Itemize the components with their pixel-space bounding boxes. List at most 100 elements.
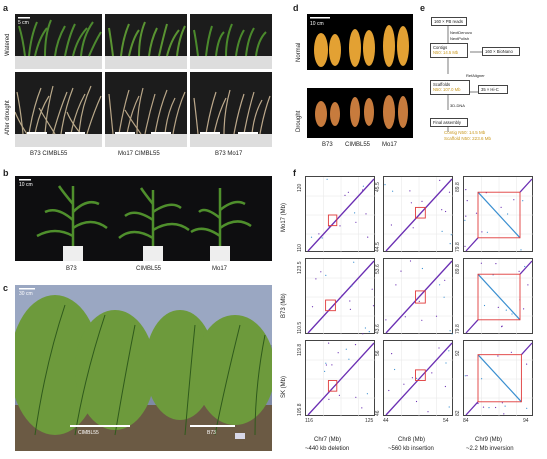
noise-dot bbox=[325, 362, 327, 364]
noise-dot bbox=[526, 407, 528, 409]
alignment-line bbox=[385, 342, 453, 416]
x-tick-right: 54 bbox=[443, 418, 449, 424]
noise-dot bbox=[354, 212, 356, 214]
noise-dot bbox=[328, 342, 330, 344]
scale-c: 30 cm bbox=[19, 291, 33, 297]
noise-dot bbox=[466, 200, 468, 202]
noise-dot bbox=[355, 396, 357, 398]
noise-dot bbox=[368, 331, 370, 333]
noise-dot bbox=[475, 212, 478, 214]
fc-nextpolish: NextPolish bbox=[450, 36, 470, 41]
noise-dot bbox=[324, 370, 326, 372]
y-tick-top: 45.5 bbox=[375, 182, 381, 192]
noise-dot bbox=[331, 364, 333, 366]
noise-dot bbox=[477, 402, 479, 405]
noise-dot bbox=[504, 405, 506, 407]
fc-scaffolds-n50: N50: 107.0 Mb bbox=[433, 87, 461, 92]
label-d-b73: B73 bbox=[322, 142, 333, 148]
noise-dot bbox=[328, 226, 330, 228]
noise-dot bbox=[486, 231, 488, 233]
noise-dot bbox=[448, 350, 450, 352]
noise-dot bbox=[482, 406, 485, 408]
noise-dot bbox=[411, 377, 413, 379]
noise-dot bbox=[391, 353, 393, 355]
f-row-label-sk: SK (Mb) bbox=[281, 375, 287, 398]
noise-dot bbox=[366, 393, 368, 395]
noise-dot bbox=[465, 189, 467, 191]
noise-dot bbox=[339, 225, 341, 227]
highlight-box bbox=[477, 273, 521, 321]
fc-pb-reads: 160 × PB reads bbox=[431, 17, 467, 26]
row-label-after-drought: After drought bbox=[5, 100, 11, 135]
alignment-line bbox=[465, 178, 533, 252]
noise-dot bbox=[325, 364, 327, 366]
y-tick-top: 92 bbox=[455, 350, 461, 356]
noise-dot bbox=[524, 265, 526, 268]
noise-dot bbox=[409, 260, 412, 262]
dot-plot-r2-c1 bbox=[383, 340, 454, 417]
noise-dot bbox=[367, 236, 369, 238]
panel-label-c: c bbox=[3, 283, 9, 293]
noise-dot bbox=[404, 316, 406, 318]
fc-hic: 35 × Hi-C bbox=[478, 85, 508, 94]
highlight-box bbox=[477, 191, 521, 239]
highlight-box bbox=[415, 369, 426, 381]
label-b-b73: B73 bbox=[66, 266, 77, 272]
f-col-event-chr9: ~2.2 Mb inversion bbox=[466, 446, 514, 452]
noise-dot bbox=[451, 333, 453, 335]
highlight-box bbox=[415, 290, 426, 304]
inversion-line bbox=[477, 273, 521, 321]
noise-dot bbox=[443, 296, 445, 298]
noise-dot bbox=[464, 219, 466, 221]
noise-dot bbox=[495, 406, 497, 409]
noise-dot bbox=[441, 209, 443, 211]
noise-dot bbox=[412, 227, 414, 229]
panel-label-d: d bbox=[293, 3, 299, 13]
noise-dot bbox=[518, 270, 520, 272]
y-tick-bottom: 79.8 bbox=[455, 242, 461, 252]
noise-dot bbox=[320, 271, 322, 273]
noise-dot bbox=[362, 185, 364, 187]
fc-3d-dna: 3D-DNA bbox=[450, 103, 465, 108]
noise-dot bbox=[390, 224, 392, 226]
noise-dot bbox=[438, 347, 440, 349]
y-tick-bottom: 43.6 bbox=[375, 324, 381, 334]
fc-contigs-n50: N50: 14.5 Mb bbox=[433, 50, 459, 55]
y-tick-top: 89.8 bbox=[455, 182, 461, 192]
noise-dot bbox=[385, 319, 387, 321]
noise-dot bbox=[449, 330, 451, 332]
noise-dot bbox=[448, 191, 451, 193]
fc-scaffolds-title: Scaffolds bbox=[433, 82, 451, 87]
noise-dot bbox=[361, 407, 363, 409]
f-row-label-mo17: Mo17 (Mb) bbox=[281, 202, 287, 232]
dot-plot-r2-c0 bbox=[305, 340, 376, 417]
dot-plot-r0-c1 bbox=[383, 176, 454, 253]
alignment-line bbox=[465, 342, 533, 416]
noise-dot bbox=[465, 215, 467, 217]
noise-dot bbox=[388, 389, 390, 392]
noise-dot bbox=[311, 306, 314, 308]
f-col-event-chr7: ~440 kb deletion bbox=[305, 446, 350, 452]
noise-dot bbox=[510, 351, 512, 353]
noise-dot bbox=[444, 279, 446, 281]
panel-label-e: e bbox=[420, 3, 426, 13]
fc-scaffolds: Scaffolds N50: 107.0 Mb bbox=[430, 80, 470, 95]
noise-dot bbox=[520, 249, 522, 251]
noise-dot bbox=[483, 304, 486, 307]
noise-dot bbox=[501, 402, 503, 404]
noise-dot bbox=[418, 300, 420, 302]
label-d-cimbl55: CIMBL55 bbox=[345, 142, 371, 148]
noise-dot bbox=[480, 262, 482, 264]
noise-dot bbox=[441, 230, 443, 232]
noise-dot bbox=[500, 206, 502, 208]
noise-dot bbox=[444, 385, 446, 388]
noise-dot bbox=[384, 184, 386, 186]
fc-bionano: 160 × BioNano bbox=[482, 47, 520, 56]
noise-dot bbox=[495, 263, 497, 265]
y-tick-top: 89.8 bbox=[455, 264, 461, 274]
alignment-line bbox=[465, 260, 533, 334]
f-col-event-chr8: ~560 kb insertion bbox=[388, 446, 434, 452]
noise-dot bbox=[395, 284, 397, 286]
photo-c bbox=[15, 285, 272, 451]
noise-dot bbox=[371, 288, 373, 290]
